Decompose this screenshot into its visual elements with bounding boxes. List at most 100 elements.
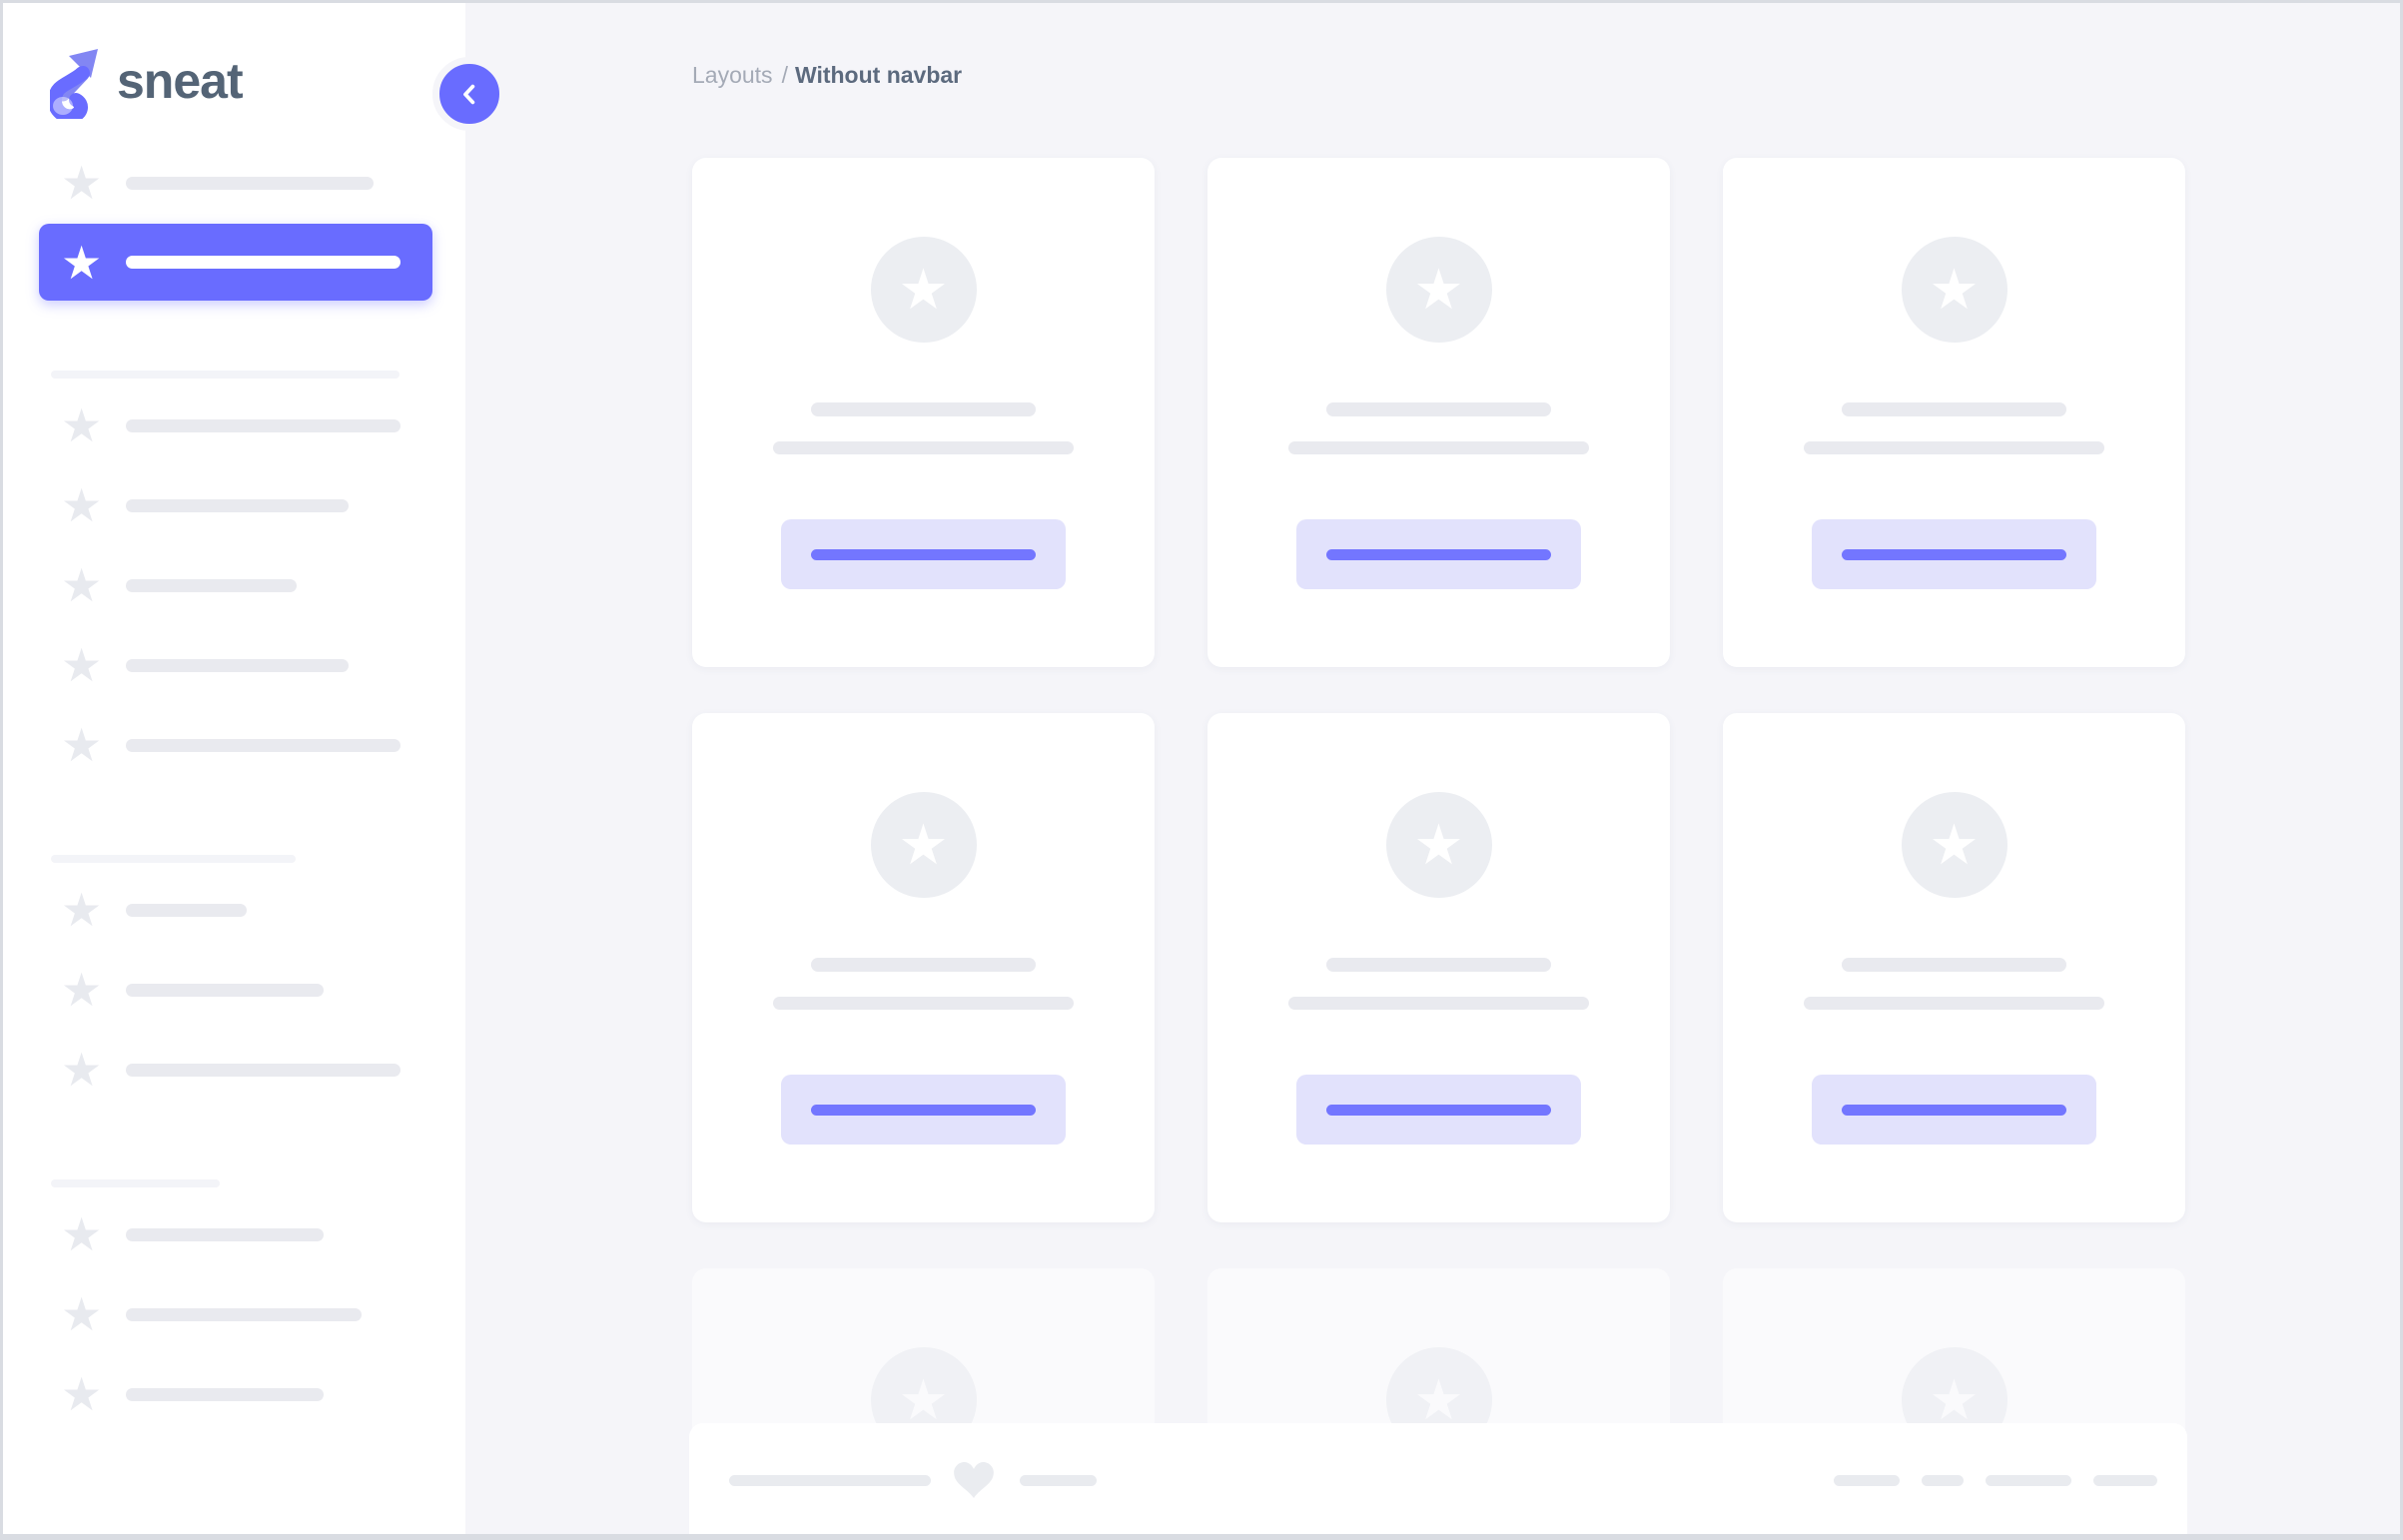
sidebar-item[interactable]: ★	[3, 1194, 465, 1274]
sidebar-collapse-button[interactable]	[432, 57, 506, 131]
sidebar-item[interactable]: ★	[3, 143, 465, 223]
skeleton-line	[126, 578, 297, 592]
skeleton-line	[811, 958, 1036, 972]
star-icon: ★	[61, 399, 103, 451]
bottom-bar	[689, 1423, 2187, 1534]
card-button[interactable]	[1296, 1075, 1581, 1145]
star-icon: ★	[1413, 1368, 1464, 1431]
avatar-circle: ★	[1385, 237, 1492, 343]
card-button[interactable]	[1812, 519, 2096, 589]
star-icon: ★	[61, 964, 103, 1016]
skeleton-line	[126, 1307, 362, 1321]
star-icon: ★	[61, 1288, 103, 1340]
star-icon: ★	[61, 157, 103, 209]
placeholder-card: ★	[1723, 158, 2185, 667]
skeleton-pill	[1834, 1474, 1900, 1486]
card-button[interactable]	[781, 519, 1066, 589]
skeleton-line	[1326, 958, 1551, 972]
breadcrumb-separator: /	[781, 62, 788, 88]
card-grid: ★ ★ ★ ★ ★ ★ ★ ★ ★	[692, 158, 2185, 1534]
star-icon: ★	[61, 1044, 103, 1096]
sidebar-item[interactable]: ★	[3, 1354, 465, 1434]
skeleton-line	[126, 1063, 400, 1077]
skeleton-line	[811, 548, 1036, 560]
section-header-skeleton	[51, 1179, 220, 1187]
placeholder-card: ★	[1723, 713, 2185, 1222]
star-icon: ★	[61, 236, 103, 289]
star-icon: ★	[61, 884, 103, 936]
card-button[interactable]	[1296, 519, 1581, 589]
skeleton-line	[729, 1474, 931, 1486]
card-button[interactable]	[781, 1075, 1066, 1145]
sidebar-item-active[interactable]: ★	[39, 224, 432, 301]
skeleton-line	[1326, 1104, 1551, 1116]
skeleton-line	[126, 498, 349, 512]
sidebar-item[interactable]: ★	[3, 1274, 465, 1354]
avatar-circle: ★	[1901, 237, 2007, 343]
skeleton-line	[126, 256, 400, 269]
skeleton-line	[1288, 441, 1589, 454]
sidebar: sneat ★ ★ ★ ★ ★ ★ ★ ★ ★ ★ ★ ★ ★	[3, 3, 465, 1534]
avatar-circle: ★	[1385, 792, 1492, 898]
placeholder-card: ★	[1207, 158, 1670, 667]
star-icon: ★	[61, 1368, 103, 1420]
star-icon: ★	[1413, 258, 1464, 321]
skeleton-line	[126, 1387, 324, 1401]
sidebar-item[interactable]: ★	[3, 870, 465, 950]
skeleton-line	[1288, 997, 1589, 1010]
skeleton-line	[1020, 1474, 1097, 1486]
star-icon: ★	[898, 1368, 949, 1431]
sidebar-menu: ★ ★ ★ ★ ★ ★ ★ ★ ★ ★ ★ ★ ★	[3, 143, 465, 1434]
breadcrumb-parent[interactable]: Layouts	[692, 62, 773, 88]
heart-icon	[954, 1462, 994, 1498]
sidebar-item[interactable]: ★	[3, 385, 465, 465]
skeleton-line	[126, 738, 400, 752]
skeleton-line	[773, 441, 1074, 454]
placeholder-card: ★	[1207, 713, 1670, 1222]
skeleton-line	[1842, 958, 2066, 972]
skeleton-line	[1804, 441, 2104, 454]
skeleton-line	[126, 983, 324, 997]
skeleton-pill	[1922, 1474, 1964, 1486]
skeleton-line	[126, 176, 374, 190]
skeleton-line	[1326, 402, 1551, 416]
sidebar-item[interactable]: ★	[3, 625, 465, 705]
sidebar-item[interactable]: ★	[3, 705, 465, 785]
star-icon: ★	[1929, 813, 1980, 876]
avatar-circle: ★	[1901, 792, 2007, 898]
star-icon: ★	[61, 479, 103, 531]
star-icon: ★	[898, 258, 949, 321]
breadcrumb: Layouts / Without navbar	[692, 61, 2179, 89]
skeleton-line	[811, 402, 1036, 416]
skeleton-line	[126, 418, 400, 432]
sidebar-item[interactable]: ★	[3, 1030, 465, 1110]
skeleton-line	[1804, 997, 2104, 1010]
sidebar-item[interactable]: ★	[3, 950, 465, 1030]
sidebar-item[interactable]: ★	[3, 465, 465, 545]
sidebar-item[interactable]: ★	[3, 545, 465, 625]
card-button[interactable]	[1812, 1075, 2096, 1145]
placeholder-card: ★	[692, 158, 1155, 667]
skeleton-line	[1326, 548, 1551, 560]
main-content: Layouts / Without navbar ★ ★ ★ ★ ★ ★ ★ ★ ★	[465, 3, 2400, 1534]
brand-name: sneat	[117, 53, 244, 109]
brand-logo[interactable]: sneat	[50, 47, 244, 119]
section-header-skeleton	[51, 855, 296, 863]
sneat-logo-icon	[50, 47, 100, 119]
skeleton-line	[1842, 1104, 2066, 1116]
skeleton-line	[773, 997, 1074, 1010]
skeleton-line	[811, 1104, 1036, 1116]
avatar-circle: ★	[870, 237, 977, 343]
skeleton-line	[126, 658, 349, 672]
skeleton-pill	[1986, 1474, 2071, 1486]
skeleton-pill	[2093, 1474, 2157, 1486]
chevron-left-icon	[456, 81, 483, 108]
star-icon: ★	[1929, 1368, 1980, 1431]
section-divider	[51, 371, 400, 379]
star-icon: ★	[1929, 258, 1980, 321]
placeholder-card: ★	[692, 713, 1155, 1222]
skeleton-line	[1842, 548, 2066, 560]
star-icon: ★	[1413, 813, 1464, 876]
skeleton-line	[1842, 402, 2066, 416]
